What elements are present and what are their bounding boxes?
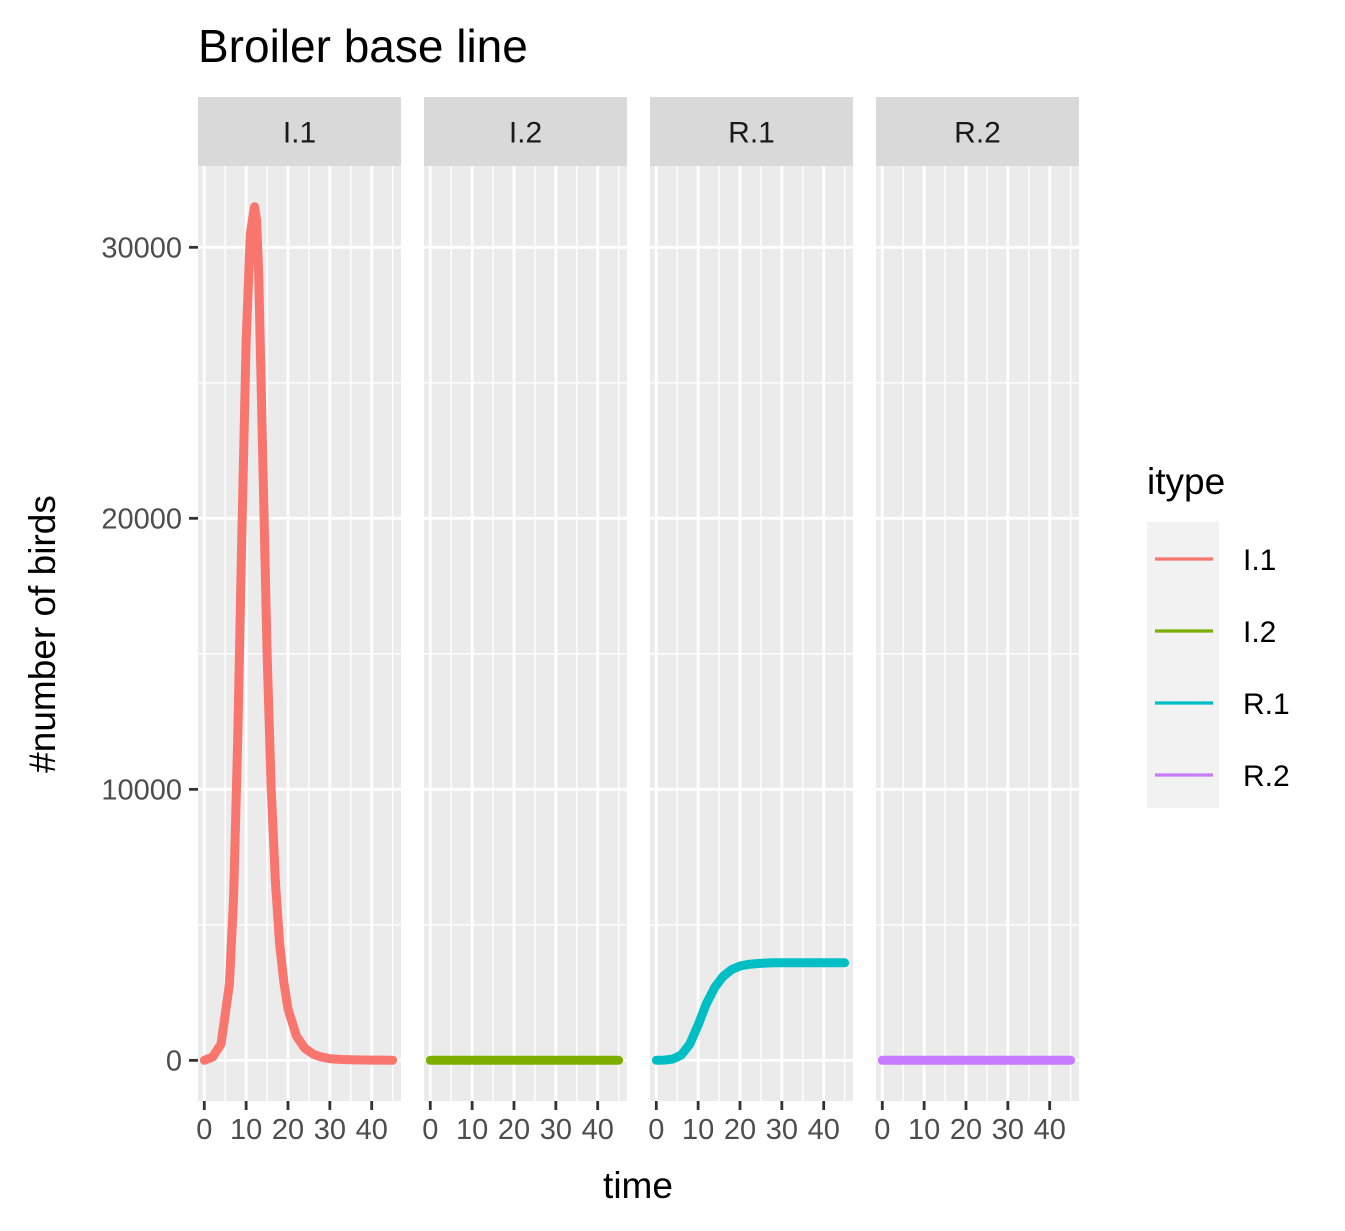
x-tick-label: 40	[582, 1114, 614, 1146]
panel-background	[424, 166, 627, 1101]
facet-strip	[424, 97, 627, 166]
facet-panel-R-1: R.1 0 10 20 30 40	[648, 97, 853, 1146]
legend-label: I.2	[1243, 616, 1276, 649]
y-tick-label: 10000	[101, 774, 182, 806]
x-tick-label: 20	[272, 1114, 304, 1146]
x-tick-label: 30	[540, 1114, 572, 1146]
x-tick-label: 30	[766, 1114, 798, 1146]
x-tick-label: 10	[908, 1114, 940, 1146]
y-tick-label: 0	[166, 1045, 182, 1077]
facet-strip-label: R.2	[954, 117, 1001, 150]
facet-panel-I-2: I.2 0 10 20 30 40	[422, 97, 627, 1146]
chart-title: Broiler base line	[198, 20, 528, 72]
panel-background	[876, 166, 1079, 1101]
x-tick-label: 10	[230, 1114, 262, 1146]
x-tick-label: 0	[874, 1114, 890, 1146]
facet-strip-label: I.2	[509, 117, 542, 150]
series-line-R-1	[651, 958, 850, 1065]
facet-panels: I.1 0 10 20 30 40 I.2 0 10 20 30 40 R.1 0 10 20 30 40 R.2 0…	[196, 97, 1079, 1146]
x-tick-label: 0	[648, 1114, 664, 1146]
x-tick-label: 20	[498, 1114, 530, 1146]
x-tick-label: 0	[422, 1114, 438, 1146]
x-tick-label: 40	[1034, 1114, 1066, 1146]
legend-key-background	[1147, 522, 1219, 808]
legend-item-R-1: R.1	[1155, 688, 1290, 721]
legend-item-R-2: R.2	[1155, 760, 1290, 793]
x-tick-label: 40	[356, 1114, 388, 1146]
y-axis: 0 10000 20000 30000	[101, 232, 198, 1077]
x-tick-label: 20	[724, 1114, 756, 1146]
x-tick-label: 30	[992, 1114, 1024, 1146]
facet-panel-R-2: R.2 0 10 20 30 40	[874, 97, 1079, 1146]
legend-label: R.1	[1243, 688, 1290, 721]
series-line-I-1	[199, 202, 398, 1065]
facet-strip	[876, 97, 1079, 166]
x-tick-label: 0	[196, 1114, 212, 1146]
facet-strip	[650, 97, 853, 166]
legend-item-I-2: I.2	[1155, 616, 1276, 649]
facet-panel-I-1: I.1 0 10 20 30 40	[196, 97, 401, 1146]
x-tick-label: 20	[950, 1114, 982, 1146]
legend-label: I.1	[1243, 544, 1276, 577]
legend-item-I-1: I.1	[1155, 544, 1276, 577]
x-axis-title: time	[603, 1165, 673, 1206]
x-tick-label: 10	[682, 1114, 714, 1146]
panel-background	[650, 166, 853, 1101]
legend: itype I.1 I.2 R.1 R.2	[1147, 461, 1290, 808]
y-axis-title: #number of birds	[22, 495, 63, 773]
x-tick-label: 10	[456, 1114, 488, 1146]
facet-strip	[198, 97, 401, 166]
legend-label: R.2	[1243, 760, 1290, 793]
y-tick-label: 30000	[101, 232, 182, 264]
legend-title: itype	[1147, 461, 1225, 502]
legend-entries: I.1 I.2 R.1 R.2	[1155, 544, 1290, 793]
facet-strip-label: I.1	[283, 117, 316, 150]
y-tick-label: 20000	[101, 503, 182, 535]
x-tick-label: 40	[808, 1114, 840, 1146]
x-tick-label: 30	[314, 1114, 346, 1146]
facet-strip-label: R.1	[728, 117, 775, 150]
